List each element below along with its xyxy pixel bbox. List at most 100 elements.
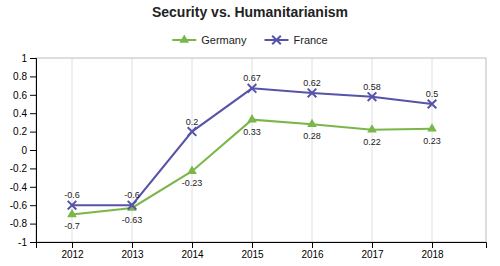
x-tick-mark bbox=[312, 242, 313, 248]
marker bbox=[248, 84, 257, 93]
y-tick-mark bbox=[30, 76, 36, 77]
x-tick: 2017 bbox=[361, 242, 384, 260]
legend-marker bbox=[272, 36, 281, 45]
x-tick-label: 2015 bbox=[241, 249, 264, 260]
marker bbox=[427, 123, 437, 131]
marker bbox=[68, 201, 77, 210]
data-label: 0.67 bbox=[243, 73, 261, 83]
series-line bbox=[72, 120, 432, 215]
data-labels: -0.7-0.63-0.230.330.280.220.23-0.6-0.60.… bbox=[64, 73, 441, 231]
series-line bbox=[72, 88, 432, 205]
x-tick: 2015 bbox=[241, 242, 264, 260]
y-tick: 0.4 bbox=[13, 108, 36, 119]
y-tick: 0.6 bbox=[13, 90, 36, 101]
x-tick-label: 2017 bbox=[361, 249, 384, 260]
x-tick-mark bbox=[372, 242, 373, 248]
grid bbox=[72, 58, 432, 242]
x-tick-label: 2014 bbox=[181, 249, 204, 260]
plot-area bbox=[67, 84, 437, 217]
marker bbox=[308, 89, 317, 98]
y-tick-label: -1 bbox=[18, 237, 27, 248]
legend-item: France bbox=[265, 34, 328, 46]
x-tick-label: 2018 bbox=[421, 249, 444, 260]
y-tick-mark bbox=[30, 242, 36, 243]
marker bbox=[187, 166, 197, 174]
y-tick-label: 0 bbox=[21, 145, 27, 156]
y-tick-mark bbox=[30, 224, 36, 225]
x-tick-mark bbox=[432, 242, 433, 248]
y-tick-label: 0.8 bbox=[13, 71, 27, 82]
data-label: -0.6 bbox=[124, 190, 140, 200]
title: Security vs. Humanitarianism bbox=[152, 4, 348, 20]
y-tick: -0.6 bbox=[10, 200, 36, 211]
data-label: 0.23 bbox=[423, 136, 441, 146]
y-tick-label: 0.4 bbox=[13, 108, 27, 119]
y-tick: -0.8 bbox=[10, 218, 36, 229]
y-tick: 1 bbox=[21, 53, 36, 64]
marker bbox=[128, 201, 137, 210]
x-tick: 2012 bbox=[61, 242, 84, 260]
x-axis-line bbox=[37, 243, 487, 249]
y-tick: -0.2 bbox=[10, 163, 36, 174]
data-label: 0.22 bbox=[363, 137, 381, 147]
marker bbox=[67, 209, 77, 217]
y-tick: 0 bbox=[21, 145, 36, 156]
x-tick: 2014 bbox=[181, 242, 204, 260]
data-label: 0.58 bbox=[363, 82, 381, 92]
x-axis: 2012 2013 2014 2015 2016 2017 2018 bbox=[37, 242, 487, 260]
x-tick-mark bbox=[72, 242, 73, 248]
data-label: 0.5 bbox=[426, 89, 439, 99]
y-tick-label: -0.2 bbox=[10, 163, 28, 174]
marker bbox=[307, 119, 317, 127]
legend-label: Germany bbox=[201, 34, 247, 46]
grid-line bbox=[252, 58, 253, 242]
y-tick-label: 0.6 bbox=[13, 90, 27, 101]
x-tick-mark bbox=[252, 242, 253, 248]
grid-line bbox=[432, 58, 433, 242]
y-tick: -0.4 bbox=[10, 182, 36, 193]
x-tick: 2016 bbox=[301, 242, 324, 260]
x-tick: 2013 bbox=[121, 242, 144, 260]
y-tick-label: -0.8 bbox=[10, 218, 28, 229]
data-label: 0.62 bbox=[303, 78, 321, 88]
y-tick-label: 1 bbox=[21, 53, 27, 64]
y-tick-mark bbox=[30, 205, 36, 206]
grid-line bbox=[192, 58, 193, 242]
data-label: -0.6 bbox=[64, 190, 80, 200]
legend-marker bbox=[179, 34, 189, 42]
marker bbox=[428, 100, 437, 109]
y-tick-label: 0.2 bbox=[13, 126, 27, 137]
y-tick: 0.8 bbox=[13, 71, 36, 82]
y-tick-mark bbox=[30, 132, 36, 133]
y-axis-line bbox=[30, 59, 37, 243]
data-label: 0.33 bbox=[243, 127, 261, 137]
y-tick-mark bbox=[30, 58, 36, 59]
marker bbox=[188, 127, 197, 136]
y-tick: 0.2 bbox=[13, 126, 36, 137]
legend: Germany France bbox=[172, 34, 328, 46]
legend-item: Germany bbox=[172, 34, 247, 46]
marker bbox=[367, 124, 377, 132]
legend-label: France bbox=[294, 34, 328, 46]
y-tick: -1 bbox=[18, 237, 36, 248]
chart: Security vs. Humanitarianism 2012 2013 2014… bbox=[0, 0, 500, 266]
y-tick-label: -0.6 bbox=[10, 200, 28, 211]
y-tick-mark bbox=[30, 187, 36, 188]
marker bbox=[368, 92, 377, 101]
x-tick-label: 2016 bbox=[301, 249, 324, 260]
marker bbox=[247, 114, 257, 122]
x-tick-mark bbox=[132, 242, 133, 248]
x-tick-label: 2013 bbox=[121, 249, 144, 260]
y-tick-mark bbox=[30, 113, 36, 114]
data-label: -0.63 bbox=[122, 215, 143, 225]
data-label: 0.2 bbox=[186, 117, 199, 127]
data-label: 0.28 bbox=[303, 131, 321, 141]
y-tick-mark bbox=[30, 95, 36, 96]
plot-frame bbox=[36, 58, 486, 242]
x-tick-label: 2012 bbox=[61, 249, 84, 260]
y-tick-mark bbox=[30, 168, 36, 169]
y-tick-mark bbox=[30, 150, 36, 151]
y-tick-label: -0.4 bbox=[10, 182, 28, 193]
x-tick: 2018 bbox=[421, 242, 444, 260]
y-axis: -1 -0.8 -0.6 -0.4 -0.2 0 0.2 0.4 0.6 0.8 1 bbox=[10, 53, 37, 248]
